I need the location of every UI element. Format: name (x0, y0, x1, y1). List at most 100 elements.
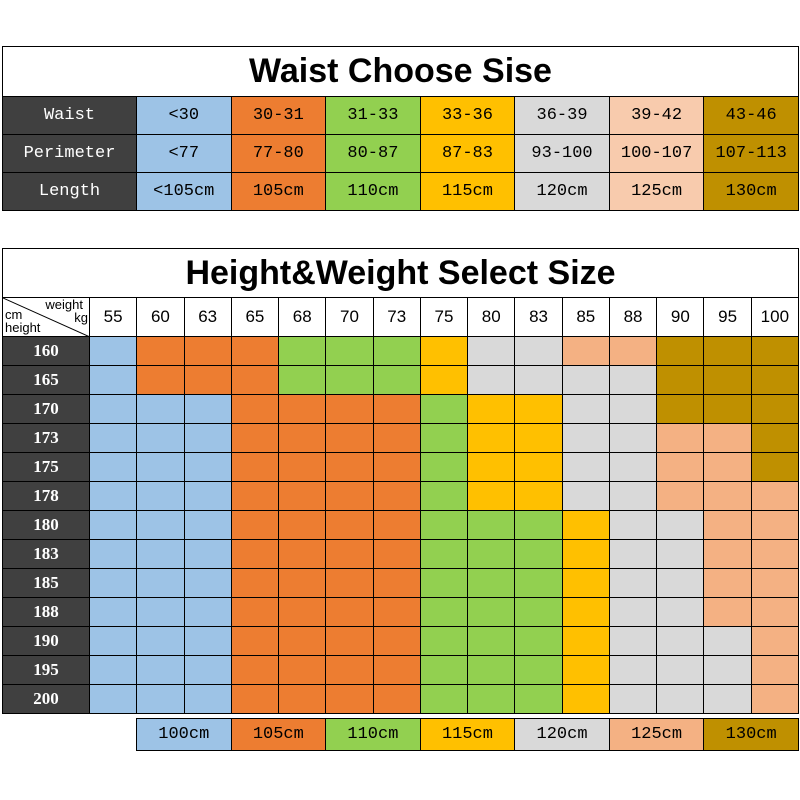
legend-item: 130cm (703, 718, 799, 751)
size-cell (467, 684, 516, 714)
size-cell (136, 423, 185, 453)
waist-row: Perimeter <77 77-80 80-87 87-83 93-100 100-107… (2, 134, 799, 173)
size-cell (325, 655, 374, 685)
size-cell (372, 452, 421, 482)
size-cell (136, 568, 185, 598)
size-cell (656, 394, 705, 424)
legend-item: 115cm (419, 718, 516, 751)
height-label: 178 (2, 481, 90, 511)
weight-header: 88 (608, 297, 658, 337)
size-cell (230, 336, 280, 366)
size-cell (514, 597, 563, 627)
size-cell (372, 626, 421, 656)
size-cell (467, 452, 516, 482)
size-cell (419, 394, 469, 424)
size-cell (656, 452, 705, 482)
waist-size-table: Waist Choose Sise Waist <30 30-31 31-33 33-3… (2, 46, 799, 211)
waist-cell: 87-83 (419, 134, 516, 173)
size-cell (703, 597, 752, 627)
waist-cell: 36-39 (514, 96, 610, 135)
size-cell (136, 597, 185, 627)
size-cell (325, 510, 374, 540)
waist-cell: 120cm (514, 172, 610, 211)
size-cell (561, 394, 610, 424)
size-cell (136, 510, 185, 540)
height-weight-title: Height&Weight Select Size (2, 248, 799, 298)
size-cell (278, 365, 327, 395)
size-cell (419, 568, 469, 598)
size-cell (278, 481, 327, 511)
size-cell (514, 539, 563, 569)
weight-header: 68 (278, 297, 327, 337)
size-cell (230, 481, 280, 511)
size-cell (88, 539, 138, 569)
height-row: 173 (2, 423, 800, 453)
size-cell (419, 597, 469, 627)
size-cell (750, 597, 800, 627)
size-cell (703, 452, 752, 482)
waist-cell: 93-100 (514, 134, 610, 173)
size-cell (703, 510, 752, 540)
waist-cell: 125cm (608, 172, 705, 211)
size-cell (750, 394, 800, 424)
size-cell (561, 684, 610, 714)
waist-table-title: Waist Choose Sise (2, 46, 799, 97)
size-cell (750, 365, 800, 395)
height-label: 200 (2, 684, 90, 714)
size-cell (750, 452, 800, 482)
size-cell (467, 510, 516, 540)
size-cell (136, 394, 185, 424)
height-row: 200 (2, 684, 800, 714)
size-cell (136, 655, 185, 685)
size-cell (278, 452, 327, 482)
corner-header: weight kg cm height (2, 297, 90, 337)
size-cell (372, 423, 421, 453)
size-cell (561, 481, 610, 511)
row-label: Perimeter (2, 134, 137, 173)
size-cell (278, 423, 327, 453)
size-cell (88, 510, 138, 540)
size-cell (561, 336, 610, 366)
size-cell (230, 655, 280, 685)
size-cell (278, 568, 327, 598)
size-cell (656, 684, 705, 714)
size-cell (467, 336, 516, 366)
size-cell (467, 423, 516, 453)
size-cell (750, 655, 800, 685)
size-cell (608, 481, 658, 511)
size-cell (136, 539, 185, 569)
size-cell (467, 539, 516, 569)
size-cell (183, 626, 232, 656)
height-weight-table: Height&Weight Select Size weight kg cm h… (2, 248, 800, 714)
size-cell (703, 684, 752, 714)
weight-header: 55 (88, 297, 138, 337)
size-cell (372, 597, 421, 627)
size-cell (325, 539, 374, 569)
size-cell (419, 423, 469, 453)
size-cell (183, 684, 232, 714)
size-cell (703, 394, 752, 424)
size-cell (372, 510, 421, 540)
waist-cell: 43-46 (703, 96, 799, 135)
weight-header: 63 (183, 297, 232, 337)
weight-header: 80 (467, 297, 516, 337)
height-row: 160 (2, 336, 800, 366)
size-cell (750, 568, 800, 598)
size-cell (608, 365, 658, 395)
waist-cell: 80-87 (325, 134, 421, 173)
height-label: 173 (2, 423, 90, 453)
size-cell (750, 539, 800, 569)
size-cell (656, 626, 705, 656)
size-cell (325, 452, 374, 482)
height-label: 188 (2, 597, 90, 627)
height-label: 180 (2, 510, 90, 540)
size-cell (703, 626, 752, 656)
kg-label: kg (74, 310, 88, 325)
size-cell (467, 394, 516, 424)
size-cell (703, 365, 752, 395)
size-cell (608, 423, 658, 453)
size-cell (656, 481, 705, 511)
waist-cell: <105cm (136, 172, 232, 211)
height-label: 185 (2, 568, 90, 598)
size-cell (656, 365, 705, 395)
